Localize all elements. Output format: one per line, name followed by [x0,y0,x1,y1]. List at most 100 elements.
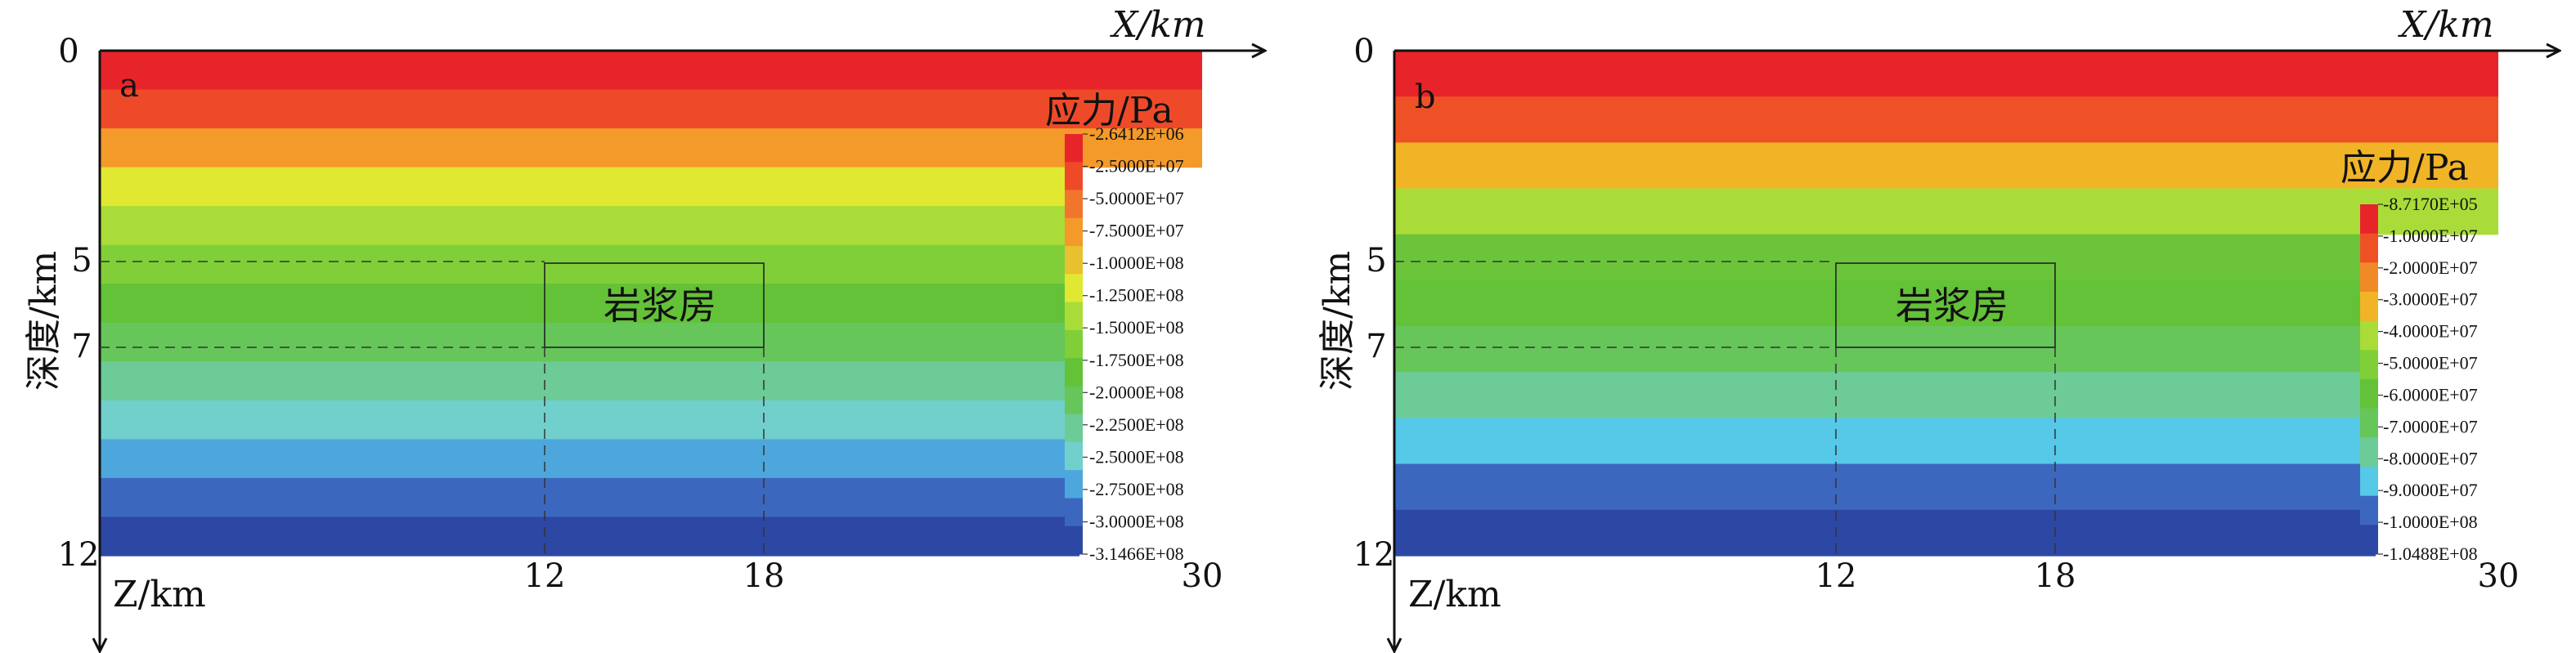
colorbar-label: -7.5000E+07 [1089,221,1184,241]
colorbar-segment [1065,329,1083,359]
y-tick-0-b: 0 [1353,33,1374,70]
chamber-label-a: 岩浆房 [604,284,716,328]
stress-band [100,128,1202,168]
colorbar-segment [1065,162,1083,191]
stress-band [100,439,1079,479]
stress-band [100,51,1202,91]
magma-chamber-b [1835,262,2056,348]
y-tick-12-b: 12 [1353,536,1395,574]
colorbar-segment [1065,470,1083,499]
stress-band [1394,234,2376,281]
panel-b: 岩浆房 b X/km Z/km 深度/km 0 5 7 12 12 18 30 … [1317,4,2558,650]
stress-band [1394,326,2376,373]
stress-band [100,477,1079,517]
stress-band [1394,280,2376,327]
colorbar-segment [1065,217,1083,247]
colorbar-label: -1.5000E+08 [1089,317,1184,338]
colorbar-label: -3.0000E+07 [2383,289,2478,310]
colorbar-label: -8.7170E+05 [2383,194,2478,214]
colorbar-label: -2.5000E+07 [1089,156,1184,177]
colorbar-title-a: 应力/Pa [1045,90,1174,132]
colorbar-label: -8.0000E+07 [2383,448,2478,468]
colorbar-label: -2.6412E+06 [1089,123,1184,144]
colorbar-label: -2.2500E+08 [1089,414,1184,435]
y-tick-12-a: 12 [58,536,100,574]
stress-band [1394,418,2376,465]
panel-label-b: b [1415,78,1436,116]
stress-band [1394,188,2498,235]
colorbar-segment [2360,233,2378,263]
colorbar-segment [1065,274,1083,303]
stress-band [1394,142,2498,190]
z-axis-label-b: Z/km [1408,574,1501,615]
colorbar-segment [1065,358,1083,387]
colorbar-segment [2360,525,2378,555]
stress-band [100,361,1079,401]
colorbar-segment [2360,204,2378,235]
x-tick-18-a: 18 [743,557,785,595]
colorbar-segment [2360,437,2378,467]
y-tick-7-b: 7 [1366,328,1386,365]
y-tick-5-b: 5 [1366,242,1386,280]
stress-bands-b [1394,51,2498,557]
stress-band [100,284,1079,324]
chamber-label-b: 岩浆房 [1896,284,2008,328]
colorbar-segment [2360,379,2378,409]
stress-band [100,322,1079,362]
colorbar-label: -2.7500E+08 [1089,479,1184,499]
colorbar-segment [2360,467,2378,497]
colorbar-segment [2360,495,2378,526]
colorbar-segment [1065,414,1083,443]
colorbar-labels-a: -2.6412E+06 -2.5000E+07 -5.0000E+07 -7.5000… [1083,123,1184,564]
y-tick-7-a: 7 [71,328,92,365]
x-axis-label-a: X/km [1110,4,1206,46]
colorbar-segment [2360,262,2378,293]
stress-band [100,206,1079,246]
stress-band [100,89,1202,129]
x-tick-18-b: 18 [2035,557,2076,595]
stress-band [1394,509,2376,557]
colorbar-label: -1.0488E+08 [2383,543,2478,564]
colorbar-label: -5.0000E+07 [2383,353,2478,373]
colorbar-b [2360,204,2378,555]
colorbar-segment [1065,302,1083,331]
colorbar-labels-b: -8.7170E+05 -1.0000E+07 -2.0000E+07 -3.0000… [2378,194,2478,564]
colorbar-label: -2.5000E+08 [1089,446,1184,467]
magma-chamber-a [544,262,765,348]
colorbar-segment [1065,386,1083,415]
stress-band [1394,463,2376,511]
stress-band [100,244,1079,284]
colorbar-label: -5.0000E+07 [1089,188,1184,208]
dashed-guides-a [100,261,765,556]
x-tick-30-b: 30 [2478,557,2520,595]
z-axis-label-a: Z/km [113,574,206,615]
depth-label-b: 深度/km [1317,251,1358,391]
y-tick-5-a: 5 [71,242,92,280]
x-tick-30-a: 30 [1182,557,1223,595]
stress-band [1394,51,2498,97]
colorbar-label: -4.0000E+07 [2383,321,2478,342]
y-tick-0-a: 0 [58,33,79,70]
colorbar-label: -1.0000E+08 [2383,512,2478,532]
depth-label-a: 深度/km [23,251,65,391]
colorbar-a [1065,134,1083,555]
panel-a: 岩浆房 a X/km Z/km 深度/km 0 5 7 12 12 18 30 … [23,4,1263,650]
colorbar-segment [2360,320,2378,351]
stress-bands-a [100,51,1202,557]
x-axis-label-b: X/km [2398,4,2494,46]
stress-band [100,400,1079,440]
colorbar-segment [2360,350,2378,380]
stress-band [1394,372,2376,419]
x-tick-12-a: 12 [524,557,566,595]
colorbar-segment [1065,134,1083,163]
colorbar-label: -1.2500E+08 [1089,285,1184,306]
colorbar-label: -9.0000E+07 [2383,480,2478,500]
colorbar-label: -2.0000E+07 [2383,257,2478,278]
colorbar-segment [1065,498,1083,527]
x-tick-12-b: 12 [1815,557,1857,595]
dashed-guides-b [1394,261,2056,556]
colorbar-title-b: 应力/Pa [2340,147,2469,189]
colorbar-label: -3.0000E+08 [1089,512,1184,532]
stress-band [1394,96,2498,143]
